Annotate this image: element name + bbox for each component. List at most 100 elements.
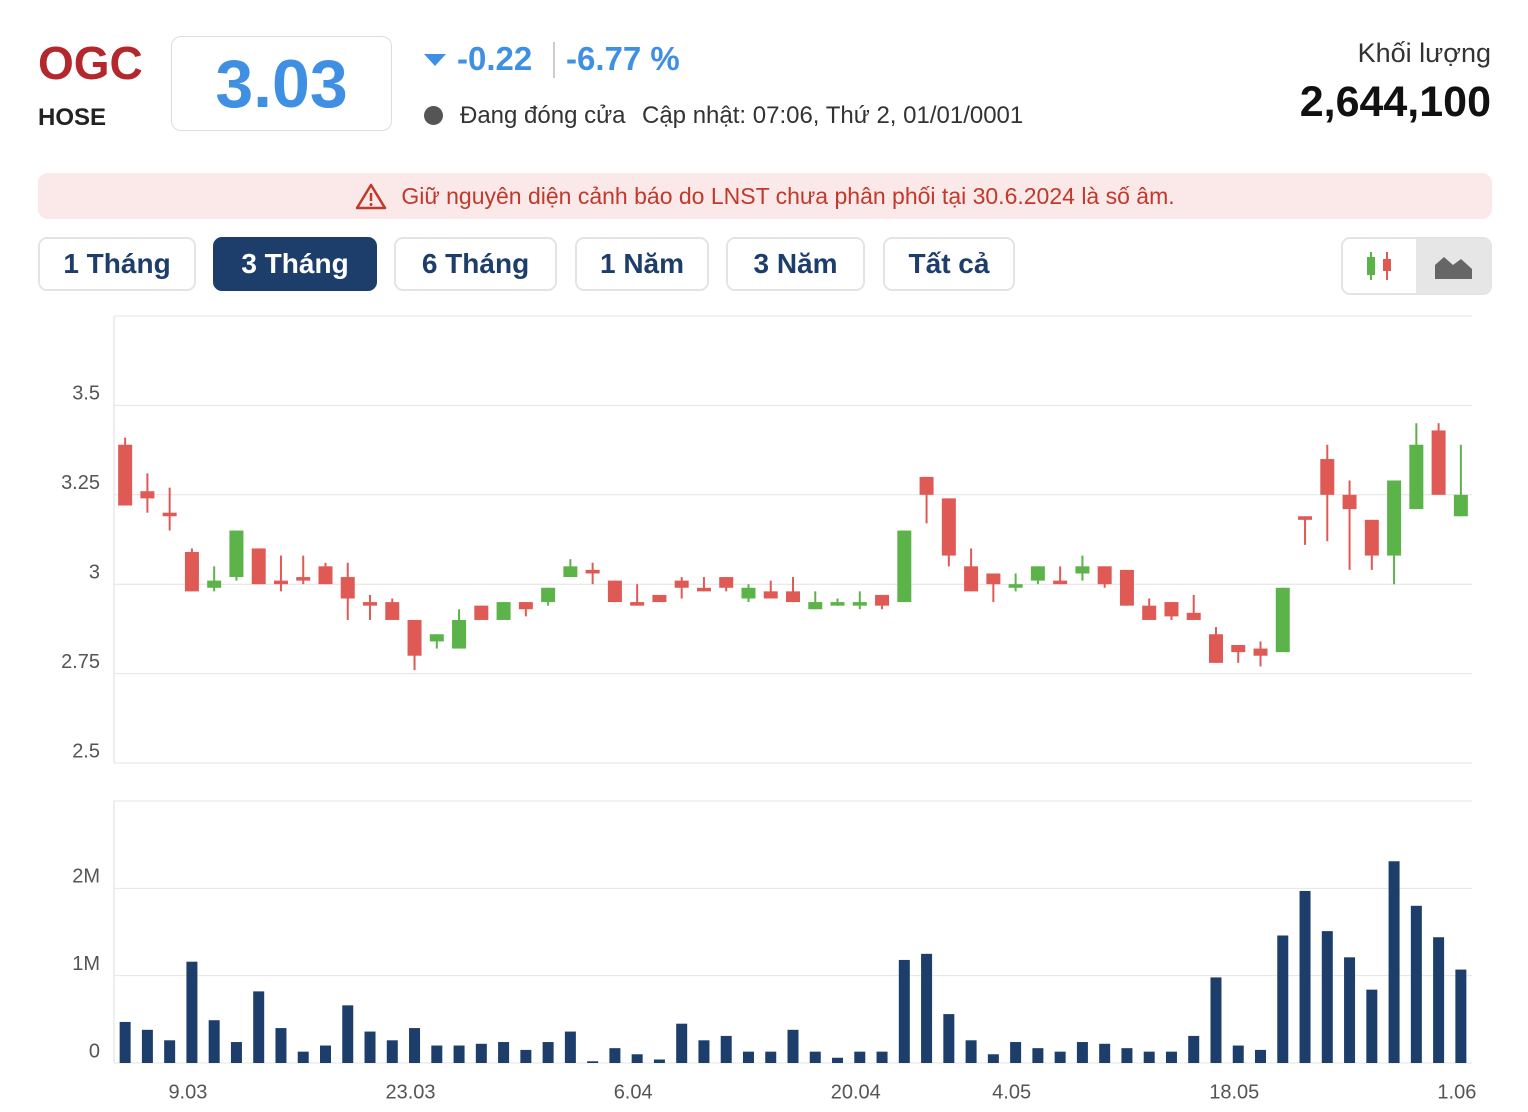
y-tick-label: 2.5 (72, 740, 100, 762)
candle-body (674, 580, 689, 588)
volume-bar (832, 1057, 844, 1063)
candle-body (763, 591, 778, 599)
volume-bar (765, 1051, 777, 1063)
candle-body (1186, 612, 1201, 620)
volume-bar (1032, 1048, 1044, 1063)
volume-bar (609, 1048, 621, 1063)
candle-body (340, 577, 355, 599)
volume-bar (230, 1042, 242, 1063)
volume-bar (164, 1040, 176, 1063)
tab[interactable]: Tất cả (883, 237, 1015, 291)
volume-bar (1344, 957, 1356, 1063)
volume-bar (1121, 1048, 1133, 1063)
x-tick-label: 4.05 (992, 1081, 1031, 1103)
candle-body (1320, 459, 1335, 495)
volume-bar (1054, 1051, 1066, 1063)
volume-bar (631, 1054, 643, 1063)
volume-bar (921, 953, 933, 1063)
candle-button[interactable] (1343, 239, 1416, 293)
volume: 2,644,100 (1299, 78, 1491, 126)
price: 3.03 (171, 36, 392, 131)
exchange: HOSE (38, 104, 107, 131)
x-tick-label: 23.03 (386, 1081, 436, 1103)
candle-body (1097, 566, 1112, 585)
volume-bar (386, 1040, 398, 1063)
candle-body (1053, 580, 1068, 585)
volume-bar (1099, 1043, 1111, 1063)
volume-bar (1210, 977, 1222, 1063)
tab[interactable]: 1 Năm (575, 237, 709, 291)
candle-body (630, 602, 645, 606)
candle-body (719, 577, 734, 588)
candle-body (741, 587, 756, 599)
x-tick-label: 6.04 (614, 1081, 653, 1103)
volume-bar (676, 1023, 688, 1063)
candle-body (1030, 566, 1045, 581)
candle-body (1231, 644, 1246, 653)
down-arrow (424, 54, 446, 66)
candle-body (318, 566, 333, 585)
volume-bar (1232, 1045, 1244, 1063)
candle-body (273, 580, 288, 585)
volume-bar (965, 1040, 977, 1063)
volume-bar (1143, 1051, 1155, 1063)
change-pct: -6.77 % (566, 40, 680, 77)
volume-bar (787, 1029, 799, 1063)
candle-body (563, 566, 578, 578)
tab[interactable]: 3 Năm (726, 237, 865, 291)
updated: Cập nhật: 07:06, Thứ 2, 01/01/0001 (642, 102, 1024, 129)
candle-body (696, 587, 711, 592)
candle-body (1453, 494, 1468, 517)
volume-bar (1455, 969, 1467, 1063)
candle-body (1298, 516, 1313, 520)
volume-bar (253, 991, 265, 1063)
candle-body (407, 619, 422, 656)
candle-body (474, 605, 489, 620)
area-button[interactable] (1416, 239, 1490, 293)
tab[interactable]: 6 Tháng (394, 237, 557, 291)
candle-body (518, 602, 533, 610)
volume-bar (141, 1029, 153, 1063)
candle-body (852, 602, 867, 606)
x-tick-label: 9.03 (168, 1081, 207, 1103)
y-tick-label: 1M (72, 953, 100, 975)
volume-bar (475, 1043, 487, 1063)
candle-body (184, 552, 199, 592)
volume-bar (1255, 1049, 1267, 1063)
candle-body (607, 580, 622, 603)
candle-body (385, 602, 400, 620)
candle-body (585, 569, 600, 574)
candle-body (363, 602, 378, 606)
volume-bar (742, 1051, 754, 1063)
candle-body (118, 444, 133, 506)
tab[interactable]: 3 Tháng (213, 237, 377, 291)
candle-body (897, 530, 912, 603)
candle-body (1342, 494, 1357, 510)
candle-body (808, 602, 823, 610)
candle-body (296, 577, 311, 581)
tab[interactable]: 1 Tháng (38, 237, 196, 291)
status: Đang đóng cửa (460, 102, 626, 129)
volume-bar (587, 1061, 599, 1063)
candle-body (1142, 605, 1157, 620)
volume-bar (342, 1005, 354, 1063)
volume-bar (208, 1020, 220, 1063)
candle-body (1431, 430, 1446, 495)
volume-bar (809, 1051, 821, 1063)
candle-body (251, 548, 266, 585)
volume-bar (1433, 937, 1445, 1063)
change: -0.22 (457, 40, 533, 77)
candle-body (1208, 634, 1223, 663)
y-tick-label: 2M (72, 866, 100, 888)
candle-body (830, 602, 845, 606)
volume-bar (186, 961, 198, 1063)
candle-body (207, 580, 222, 588)
candle-body (1387, 480, 1402, 556)
volume-bar (1321, 931, 1333, 1063)
warning-banner: Giữ nguyên diện cảnh báo do LNST chưa ph… (38, 173, 1492, 219)
volume-bar (119, 1021, 131, 1063)
candle-body (429, 634, 444, 642)
volume-bar (898, 959, 910, 1063)
volume-bar (498, 1042, 510, 1063)
